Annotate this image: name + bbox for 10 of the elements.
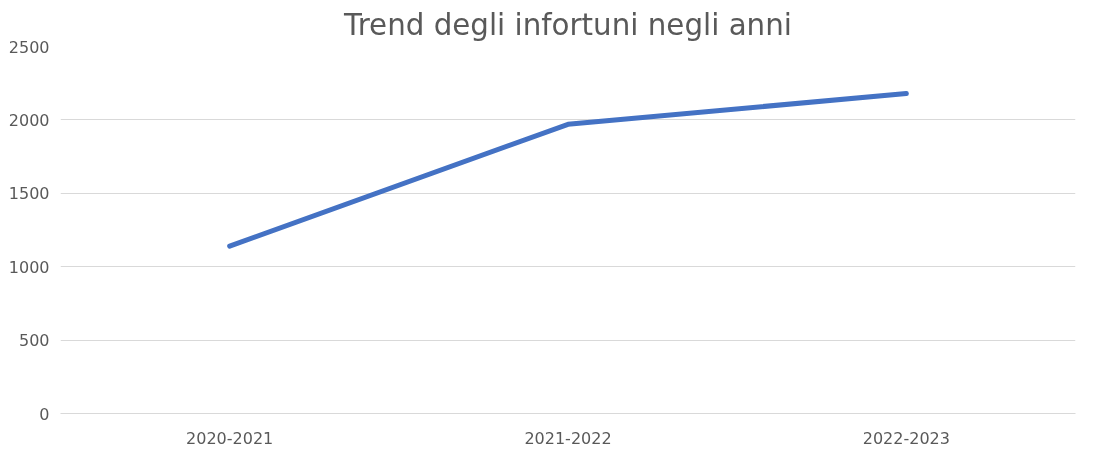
y-tick-label: 2000 [8, 110, 50, 130]
x-tick-label: 2022-2023 [862, 428, 950, 448]
y-tick-label: 500 [18, 331, 50, 351]
y-tick-label: 1500 [8, 184, 50, 204]
y-tick-label: 1000 [8, 257, 50, 277]
x-tick-label: 2020-2021 [186, 428, 274, 448]
y-tick-label: 2500 [8, 37, 50, 57]
y-tick-label: 0 [39, 404, 50, 424]
chart-title: Trend degli infortuni negli anni [343, 7, 792, 42]
x-tick-label: 2021-2022 [524, 428, 612, 448]
